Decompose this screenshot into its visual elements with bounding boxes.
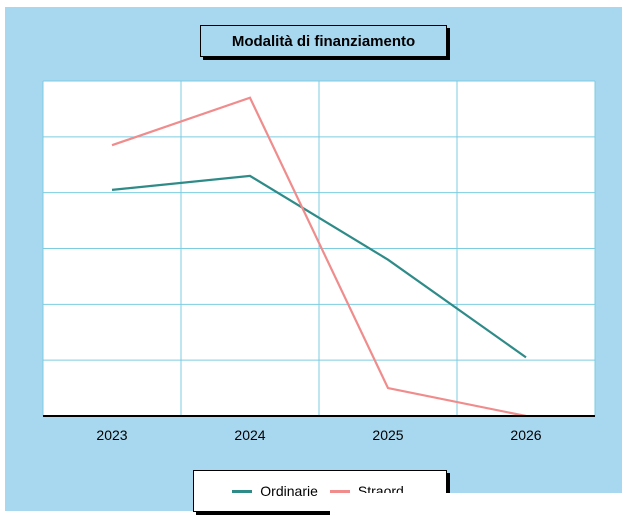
legend-label-ordinarie: Ordinarie — [260, 483, 318, 499]
legend-item-ordinarie: Ordinarie — [232, 483, 318, 499]
grid-lines — [42, 80, 596, 417]
series-lines — [111, 96, 527, 418]
white-margin — [330, 493, 626, 518]
x-tick-label: 2023 — [96, 427, 127, 443]
chart-title-box: Modalità di finanziamento — [200, 25, 447, 57]
legend-swatch-straord — [329, 489, 350, 493]
x-tick-label: 2026 — [510, 427, 541, 443]
x-tick-label: 2024 — [234, 427, 265, 443]
x-tick-labels: 2023 2024 2025 2026 — [96, 427, 541, 443]
x-tick-label: 2025 — [372, 427, 403, 443]
chart-area: Modalità di finanziamento 2023 2024 2025 20… — [5, 7, 622, 512]
series-line-1 — [111, 96, 527, 418]
chart-title: Modalità di finanziamento — [231, 32, 416, 50]
plot-svg: 2023 2024 2025 2026 — [42, 80, 596, 443]
legend-swatch-ordinarie — [232, 489, 253, 493]
series-line-0 — [111, 174, 527, 359]
